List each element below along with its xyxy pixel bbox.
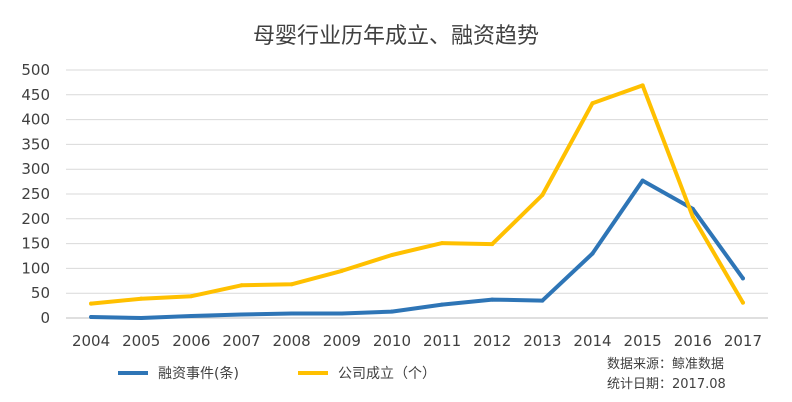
y-tick-label: 500 [21,61,50,79]
series-line-financing-events [89,178,745,320]
data-point-financing-events [189,314,194,319]
y-tick-label: 400 [21,111,50,129]
x-tick-label: 2008 [273,332,311,350]
data-point-financing-events [490,297,495,302]
data-point-companies-founded [139,296,144,301]
data-point-financing-events [590,251,595,256]
x-tick-label: 2016 [674,332,712,350]
data-point-financing-events [139,316,144,320]
gridlines [66,69,768,319]
data-point-financing-events [740,276,745,281]
legend: 融资事件(条) 公司成立（个） [118,365,436,382]
x-tick-label: 2007 [222,332,260,350]
y-tick-label: 200 [21,210,50,228]
data-point-companies-founded [690,214,695,219]
y-tick-label: 150 [21,235,50,253]
x-tick-label: 2014 [573,332,611,350]
data-point-companies-founded [339,268,344,273]
data-point-companies-founded [490,242,495,247]
x-tick-label: 2012 [473,332,511,350]
data-point-financing-events [239,312,244,317]
y-tick-label: 100 [21,259,50,277]
y-tick-label: 250 [21,185,50,203]
data-point-companies-founded [189,294,194,299]
x-tick-label: 2013 [523,332,561,350]
y-axis-ticks: 0 50 100 150 200 250 300 350 400 450 500 [21,61,50,327]
data-point-companies-founded [239,283,244,288]
series-line-companies-founded [89,83,745,306]
data-point-financing-events [389,309,394,314]
x-tick-label: 2010 [373,332,411,350]
series-lines [89,83,745,320]
legend-label-financing: 融资事件(条) [158,365,239,382]
y-tick-label: 450 [21,86,50,104]
x-tick-label: 2009 [323,332,361,350]
x-tick-label: 2004 [72,332,110,350]
y-tick-label: 0 [40,309,50,327]
data-point-companies-founded [389,253,394,258]
y-tick-label: 300 [21,160,50,178]
data-point-financing-events [339,311,344,316]
data-point-companies-founded [590,101,595,106]
x-tick-label: 2015 [624,332,662,350]
data-point-companies-founded [740,300,745,305]
x-axis-ticks: 2004 2005 2006 2007 2008 2009 2010 2011 2012 2013… [72,332,762,350]
source-note: 数据来源：鲸准数据 [607,357,724,372]
data-point-financing-events [640,178,645,183]
data-point-financing-events [89,315,94,320]
date-note: 统计日期：2017.08 [607,377,726,392]
data-point-companies-founded [89,301,94,306]
chart-title: 母婴行业历年成立、融资趋势 [253,24,539,49]
data-point-financing-events [440,302,445,307]
data-point-companies-founded [540,192,545,197]
legend-label-companies: 公司成立（个） [338,366,436,382]
data-point-companies-founded [440,241,445,246]
y-tick-label: 50 [31,284,50,302]
data-point-financing-events [540,298,545,303]
data-point-companies-founded [640,83,645,88]
data-point-companies-founded [289,282,294,287]
x-tick-label: 2005 [122,332,160,350]
x-tick-label: 2011 [423,332,461,350]
x-tick-label: 2017 [724,332,762,350]
x-tick-label: 2006 [172,332,210,350]
data-point-financing-events [289,311,294,316]
y-tick-label: 350 [21,135,50,153]
